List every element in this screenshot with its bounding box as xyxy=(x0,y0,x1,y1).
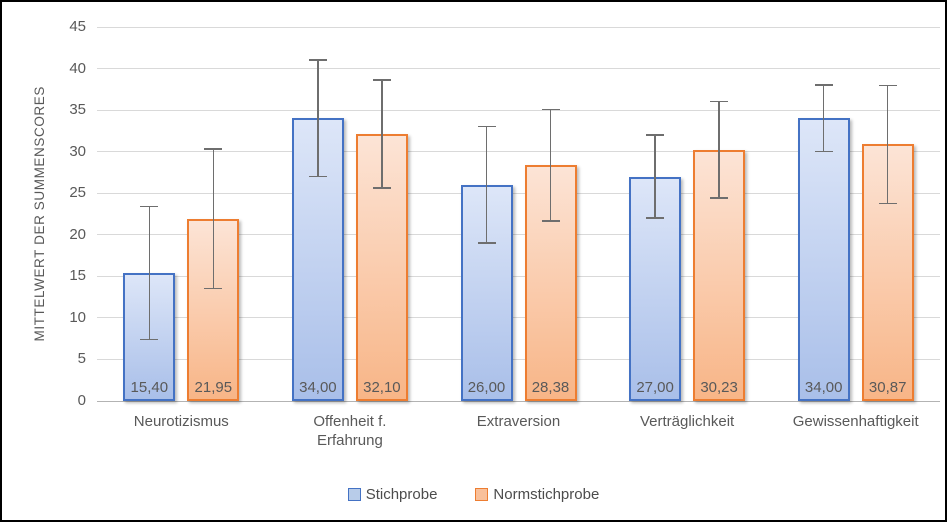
gridline xyxy=(97,275,940,277)
error-bar xyxy=(654,135,656,219)
y-tick-label: 15 xyxy=(69,267,86,285)
legend-label: Stichprobe xyxy=(365,485,438,503)
error-bar xyxy=(822,85,825,152)
gridline xyxy=(97,400,940,402)
y-tick-label: 5 xyxy=(77,350,86,368)
bar-value-label: 21,95 xyxy=(194,378,233,396)
bar-stichprobe: 34,00 xyxy=(797,118,850,401)
plot-area: 15,40 21,95 34,00 32,10 26,00 28,38 27,00 30,23… xyxy=(97,26,940,402)
error-bar-cap xyxy=(140,338,159,341)
y-axis-title-text: MITTELWERT DER SUMMENSCORES xyxy=(31,86,47,342)
error-bar-cap xyxy=(308,175,327,178)
y-tick-label: 40 xyxy=(69,59,86,77)
y-tick-label: 0 xyxy=(77,392,86,409)
legend-item-stichprobe: Stichprobe xyxy=(347,485,438,503)
x-category-label: Gewissenhaftigkeit xyxy=(771,412,940,431)
bar-value-label: 34,00 xyxy=(299,378,337,396)
bar-value-label: 32,10 xyxy=(363,378,401,396)
bar-value-label: 15,40 xyxy=(130,378,169,396)
error-bar-cap xyxy=(710,100,729,103)
error-bar-cap xyxy=(878,202,897,205)
x-category-label-text: Gewissenhaftigkeit xyxy=(792,413,919,430)
error-bar-cap xyxy=(204,287,223,290)
gridline xyxy=(97,26,940,28)
x-category-label: Extraversion xyxy=(434,412,603,431)
gridline xyxy=(97,151,940,153)
gridline xyxy=(97,234,940,236)
error-bar-cap xyxy=(646,217,665,219)
y-tick-label: 25 xyxy=(69,184,86,202)
x-category-label-text: Extraversion xyxy=(476,413,561,430)
x-category-label-text: Verträglichkeit xyxy=(639,413,735,430)
error-bar-cap xyxy=(477,242,496,244)
x-category-label-text: Offenheit f. Erfahrung xyxy=(313,413,387,449)
x-category-label: Verträglichkeit xyxy=(603,412,772,431)
y-tick-label: 20 xyxy=(69,225,86,243)
error-bar xyxy=(381,80,383,189)
error-bar-cap xyxy=(372,79,391,81)
y-axis-title: MITTELWERT DER SUMMENSCORES xyxy=(28,27,50,401)
bar-value-label: 30,87 xyxy=(868,378,907,396)
error-bar-cap xyxy=(204,148,223,150)
error-bar-cap xyxy=(814,150,833,153)
x-axis-labels: Neurotizismus Offenheit f. Erfahrung Extra… xyxy=(97,412,940,458)
bar-value-label: 30,23 xyxy=(700,378,738,396)
error-bar-cap xyxy=(541,220,560,222)
bar-value-label: 28,38 xyxy=(531,378,570,396)
error-bar-cap xyxy=(646,134,665,136)
gridline xyxy=(97,358,940,360)
legend-label: Normstichprobe xyxy=(493,485,600,503)
error-bar xyxy=(549,109,552,221)
error-bar xyxy=(317,60,319,177)
error-bar xyxy=(718,101,720,198)
error-bar-cap xyxy=(477,125,496,128)
error-bar xyxy=(148,206,151,340)
error-bar-cap xyxy=(541,108,560,111)
y-tick-label: 45 xyxy=(69,18,86,35)
error-bar-cap xyxy=(710,197,729,199)
x-category-label-text: Neurotizismus xyxy=(133,413,229,430)
bar-value-label: 27,00 xyxy=(636,378,674,396)
y-tick-label: 30 xyxy=(69,142,86,160)
error-bar xyxy=(212,148,215,289)
error-bar-cap xyxy=(878,84,897,87)
gridline xyxy=(97,109,940,111)
bar-value-label: 26,00 xyxy=(467,378,506,396)
y-tick-label: 35 xyxy=(69,101,86,119)
error-bar xyxy=(485,126,488,244)
gridline xyxy=(97,317,940,319)
gridline xyxy=(97,68,940,70)
legend-swatch xyxy=(347,487,361,501)
x-category-label: Neurotizismus xyxy=(97,412,266,431)
y-tick-label: 10 xyxy=(69,308,86,326)
legend-swatch xyxy=(475,487,489,501)
error-bar-cap xyxy=(814,84,833,86)
legend-item-normstichprobe: Normstichprobe xyxy=(475,486,599,503)
error-bar xyxy=(886,85,889,204)
error-bar-cap xyxy=(308,59,327,61)
error-bar-cap xyxy=(372,187,391,189)
legend: Stichprobe Normstichprobe xyxy=(2,479,945,509)
gridline xyxy=(97,192,940,194)
bar-stichprobe: 26,00 xyxy=(460,184,513,401)
bar-value-label: 34,00 xyxy=(804,378,843,396)
x-category-label: Offenheit f. Erfahrung xyxy=(266,412,435,450)
error-bar-cap xyxy=(140,205,159,208)
